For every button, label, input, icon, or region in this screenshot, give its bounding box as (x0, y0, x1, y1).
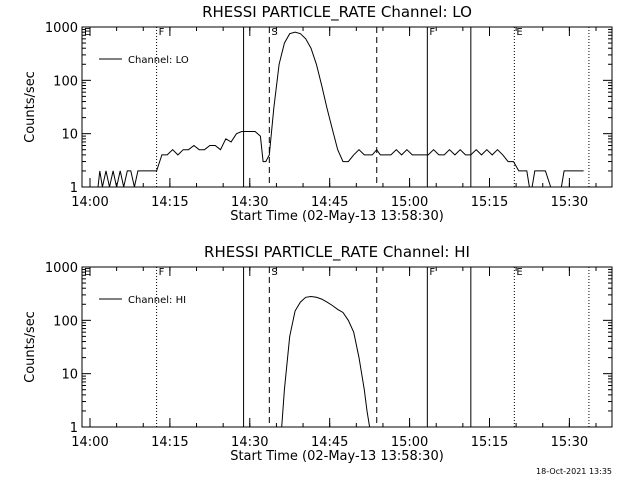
x-tick-label: 14:30 (231, 195, 268, 210)
x-tick-label: 14:45 (311, 435, 348, 450)
chart-panels: RHESSI PARTICLE_RATE Channel: LO E F S F E 1 10… (23, 3, 613, 464)
y-tick-label: 1000 (45, 261, 78, 276)
y-tick-label: 10 (61, 368, 78, 383)
series-line (82, 31, 584, 187)
marker-flag-label: F (159, 267, 165, 278)
marker-flag-label: E (84, 27, 90, 38)
plot-frame (81, 26, 613, 188)
x-tick-label: 15:30 (551, 435, 588, 450)
marker-flag-label: E (516, 27, 522, 38)
chart-title: RHESSI PARTICLE_RATE Channel: HI (204, 243, 470, 262)
y-tick-label: 100 (53, 74, 78, 89)
x-axis-label: Start Time (02-May-13 13:58:30) (230, 209, 444, 224)
legend-label: Channel: LO (128, 55, 189, 66)
x-tick-label: 14:00 (71, 435, 108, 450)
y-tick-label: 10 (61, 128, 78, 143)
marker-flag-label: E (84, 267, 90, 278)
legend-label: Channel: HI (128, 295, 186, 306)
marker-flag-label: F (429, 27, 435, 38)
x-tick-label: 15:15 (471, 435, 508, 450)
series-line (281, 295, 371, 427)
x-tick-label: 14:15 (151, 195, 188, 210)
marker-flag-label: F (429, 267, 435, 278)
x-tick-label: 14:15 (151, 435, 188, 450)
x-tick-label: 15:15 (471, 195, 508, 210)
y-tick-label: 1000 (45, 21, 78, 36)
x-tick-label: 15:00 (391, 435, 428, 450)
marker-flag-label: E (516, 267, 522, 278)
y-axis-label: Counts/sec (23, 71, 38, 143)
y-tick-label: 1 (70, 181, 78, 196)
chart-panel-2: RHESSI PARTICLE_RATE Channel: HI E F S F E 1 10… (23, 243, 613, 464)
y-tick-label: 1 (70, 421, 78, 436)
chart-title: RHESSI PARTICLE_RATE Channel: LO (202, 3, 472, 22)
marker-flag-label: S (271, 27, 277, 38)
x-tick-label: 14:30 (231, 435, 268, 450)
timestamp-label: 18-Oct-2021 13:35 (536, 467, 612, 476)
y-tick-label: 100 (53, 314, 78, 329)
x-axis-label: Start Time (02-May-13 13:58:30) (230, 449, 444, 464)
plot-frame (81, 266, 613, 428)
y-axis-label: Counts/sec (23, 311, 38, 383)
x-tick-label: 15:30 (551, 195, 588, 210)
marker-flag-label: S (271, 267, 277, 278)
marker-flag-label: F (159, 27, 165, 38)
x-tick-label: 14:45 (311, 195, 348, 210)
x-tick-label: 15:00 (391, 195, 428, 210)
x-tick-label: 14:00 (71, 195, 108, 210)
chart-panel-1: RHESSI PARTICLE_RATE Channel: LO E F S F E 1 10… (23, 3, 613, 224)
